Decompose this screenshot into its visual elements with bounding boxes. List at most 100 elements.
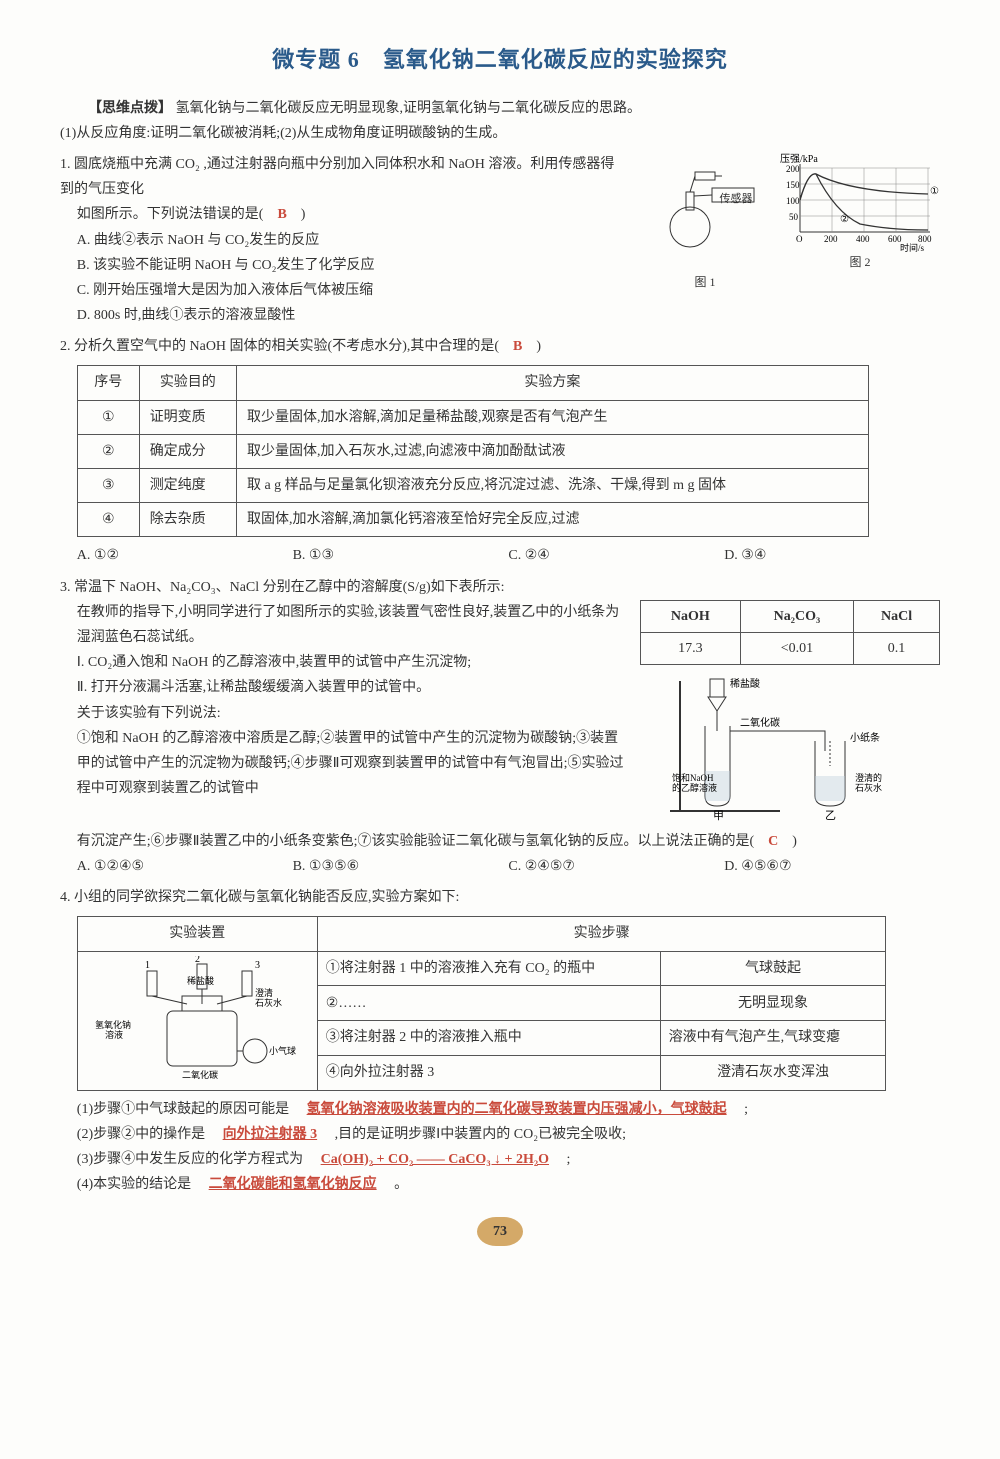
svg-text:②: ② [840,214,849,225]
hint-body: 氢氧化钠与二氧化碳反应无明显现象,证明氢氧化钠与二氧化碳反应的思路。 [176,101,642,116]
q2-answer: B [513,339,522,354]
svg-text:石灰水: 石灰水 [255,997,282,1008]
svg-text:O: O [796,234,803,244]
q2-table: 序号 实验目的 实验方案 ①证明变质取少量固体,加水溶解,滴加足量稀盐酸,观察是… [77,365,869,537]
q1-optD: D. 800s 时,曲线①表示的溶液显酸性 [77,303,628,328]
q4-table: 实验装置 实验步骤 1 2 3 稀盐酸 [77,916,887,1090]
hint-label: 【思维点拨】 [88,101,172,116]
svg-text:澄清的: 澄清的 [855,772,882,783]
svg-text:2: 2 [195,956,200,965]
q2-optD: D. ③④ [724,543,940,568]
q4-sub1-tail: ; [730,1102,748,1117]
q4-sub4-ans: 二氧化碳能和氢氧化钠反应 [209,1177,377,1192]
svg-text:溶液: 溶液 [105,1029,123,1040]
question-1: 1. 圆底烧瓶中充满 CO₂ ,通过注射器向瓶中分别加入同体积水和 NaOH 溶… [60,152,940,328]
q1-stem1: 1. 圆底烧瓶中充满 CO₂ ,通过注射器向瓶中分别加入同体积水和 NaOH 溶… [60,152,628,202]
svg-text:甲: 甲 [713,810,724,821]
svg-text:①: ① [930,186,939,197]
q4-sub2-tail: ,目的是证明步骤Ⅰ中装置内的 CO₂已被完全吸收; [321,1127,626,1142]
q3-p2: Ⅰ. CO₂通入饱和 NaOH 的乙醇溶液中,装置甲的试管中产生沉淀物; [77,650,628,675]
sensor-label: 传感器 [716,190,756,210]
table-row: ②确定成分取少量固体,加入石灰水,过滤,向滤液中滴加酚酞试液 [77,434,868,468]
q3-p7: ) [778,834,797,849]
q1-optB: B. 该实验不能证明 NaOH 与 CO₂发生了化学反应 [77,253,628,278]
q1-stem3: ) [287,207,306,222]
svg-text:1: 1 [145,960,150,971]
table-row: ④除去杂质取固体,加水溶解,滴加氯化钙溶液至恰好完全反应,过滤 [77,503,868,537]
q3-stem: 3. 常温下 NaOH、Na₂CO₃、NaCl 分别在乙醇中的溶解度(S/g)如… [60,575,940,600]
q2-stem: 2. 分析久置空气中的 NaOH 固体的相关实验(不考虑水分),其中合理的是( [60,339,513,354]
svg-text:50: 50 [789,212,799,222]
q4-sub2-ans: 向外拉注射器 3 [223,1127,318,1142]
q4-sub3-tail: ; [552,1152,570,1167]
q2-th2: 实验方案 [236,366,868,400]
page-number: 73 [60,1217,940,1246]
q1-answer: B [277,207,286,222]
q1-optC: C. 刚开始压强增大是因为加入液体后气体被压缩 [77,278,628,303]
q4-sub4-label: (4)本实验的结论是 [77,1177,205,1192]
q3-optC: C. ②④⑤⑦ [508,854,724,879]
q4-sub2-label: (2)步骤②中的操作是 [77,1127,219,1142]
svg-text:澄清: 澄清 [255,987,273,998]
q4-th1: 实验步骤 [317,917,886,951]
question-4: 4. 小组的同学欲探究二氧化碳与氢氧化钠能否反应,实验方案如下: 实验装置 实验… [60,885,940,1197]
svg-text:400: 400 [856,234,870,244]
table-row: ①证明变质取少量固体,加水溶解,滴加足量稀盐酸,观察是否有气泡产生 [77,400,868,434]
q2-th0: 序号 [77,366,139,400]
svg-text:小气球: 小气球 [269,1045,296,1056]
q4-r2c1: 溶液中有气泡产生,气球变瘪 [660,1021,886,1056]
apparatus-diagram: 1 2 3 稀盐酸 澄清 石灰水 氢氧化钠 溶液 二氧化碳 小气球 [77,951,317,1090]
q2-optA: A. ①② [77,543,293,568]
svg-text:二氧化碳: 二氧化碳 [740,716,780,729]
q3-p1: 在教师的指导下,小明同学进行了如图所示的实验,该装置气密性良好,装置乙中的小纸条… [77,600,628,650]
hint-line1: (1)从反应角度:证明二氧化碳被消耗;(2)从生成物角度证明碳酸钠的生成。 [60,121,940,146]
svg-text:乙: 乙 [825,809,836,821]
q4-stem: 4. 小组的同学欲探究二氧化碳与氢氧化钠能否反应,实验方案如下: [60,885,940,910]
svg-text:稀盐酸: 稀盐酸 [187,975,214,986]
svg-text:石灰水: 石灰水 [855,782,882,793]
fig1-label: 图 1 [650,272,760,294]
q3-optD: D. ④⑤⑥⑦ [724,854,940,879]
q1-stem2: 如图所示。下列说法错误的是( [77,207,278,222]
svg-text:3: 3 [255,960,260,971]
q3-p6: 有沉淀产生;⑥步骤Ⅱ装置乙中的小纸条变紫色;⑦该实验能验证二氧化碳与氢氧化钠的反… [77,834,768,849]
svg-text:稀盐酸: 稀盐酸 [730,677,760,690]
svg-text:二氧化碳: 二氧化碳 [182,1069,218,1080]
q4-sub3-ans: Ca(OH)₂ + CO₂ —— CaCO₃ ↓ + 2H₂O [321,1152,549,1167]
q2-th1: 实验目的 [139,366,236,400]
q2-optB: B. ①③ [293,543,509,568]
svg-text:100: 100 [786,196,800,206]
q4-sub1-label: (1)步骤①中气球鼓起的原因可能是 [77,1102,303,1117]
q1-optA: A. 曲线②表示 NaOH 与 CO₂发生的反应 [77,228,628,253]
q4-sub1-ans: 氢氧化钠溶液吸收装置内的二氧化碳导致装置内压强减小，气球鼓起 [307,1102,727,1117]
table-row: ③测定纯度取 a g 样品与足量氯化钡溶液充分反应,将沉淀过滤、洗涤、干燥,得到… [77,469,868,503]
q3-diagram: 稀盐酸 小纸条 二氧化碳 饱和NaOH 的乙醇溶液 澄清的 石灰水 甲 乙 [640,671,940,829]
svg-text:饱和NaOH: 饱和NaOH [672,772,714,783]
question-2: 2. 分析久置空气中的 NaOH 固体的相关实验(不考虑水分),其中合理的是( … [60,334,940,568]
svg-text:200: 200 [786,164,800,174]
q2-stem2: ) [522,339,541,354]
q4-r3c0: ④向外拉注射器 3 [317,1055,660,1090]
q3-optA: A. ①②④⑤ [77,854,293,879]
q4-sub4-tail: 。 [380,1177,408,1192]
q3-p4: 关于该实验有下列说法: [77,701,628,726]
fig2-label: 图 2 [780,252,940,274]
figure-1: 传感器 图 1 [650,152,760,293]
q2-optC: C. ②④ [508,543,724,568]
question-3: 3. 常温下 NaOH、Na₂CO₃、NaCl 分别在乙醇中的溶解度(S/g)如… [60,575,940,880]
svg-text:氢氧化钠: 氢氧化钠 [95,1019,131,1030]
q4-r1c1: 无明显现象 [660,986,886,1021]
q4-sub3-label: (3)步骤④中发生反应的化学方程式为 [77,1152,317,1167]
svg-text:小纸条: 小纸条 [850,731,880,744]
q3-p5: ①饱和 NaOH 的乙醇溶液中溶质是乙醇;②装置甲的试管中产生的沉淀物为碳酸钠;… [77,726,628,802]
svg-text:时间/s: 时间/s [900,242,925,252]
q4-r1c0: ②…… [317,986,660,1021]
solubility-table: NaOHNa₂CO₃NaCl 17.3<0.010.1 [640,600,940,665]
q4-th0: 实验装置 [77,917,317,951]
figure-2: ① ② 压强/kPa 200 150 100 50 O 200 400 600 … [780,152,940,293]
q3-p3: Ⅱ. 打开分液漏斗活塞,让稀盐酸缓缓滴入装置甲的试管中。 [77,675,628,700]
q4-r0c1: 气球鼓起 [660,951,886,986]
q4-r0c0: ①将注射器 1 中的溶液推入充有 CO₂ 的瓶中 [317,951,660,986]
svg-text:200: 200 [824,234,838,244]
q3-optB: B. ①③⑤⑥ [293,854,509,879]
